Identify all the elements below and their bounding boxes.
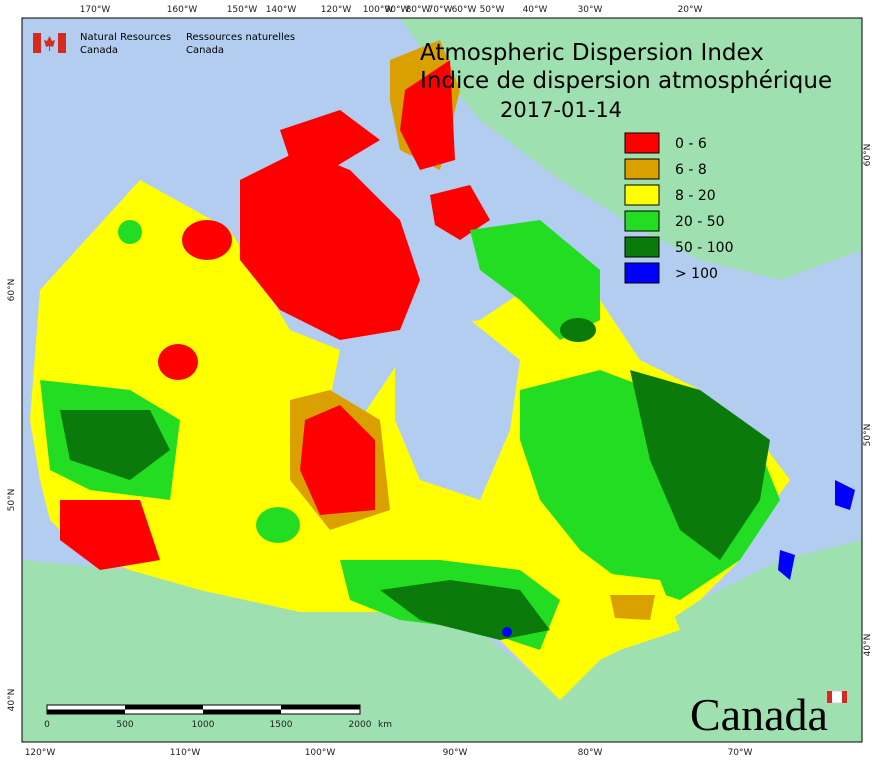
graticule-label: 50°W: [480, 5, 505, 15]
graticule-label: 90°W: [443, 748, 468, 758]
graticule-label: 150°W: [227, 5, 258, 15]
graticule-label: 110°W: [170, 748, 201, 758]
baffin-green: [470, 220, 600, 340]
graticule-label: 80°W: [406, 5, 431, 15]
graticule-label: 160°W: [167, 5, 198, 15]
graticule-label: 20°W: [678, 5, 703, 15]
scale-label: 1500: [270, 720, 293, 730]
flag-bar: [58, 33, 66, 53]
zone-red-bc: [60, 500, 160, 570]
zone-darkgreen-ontario: [380, 580, 550, 640]
wordmark-flag: [842, 691, 847, 703]
scale-bar-seg: [125, 705, 203, 710]
legend-label: 20 - 50: [675, 214, 725, 230]
graticule-label: 40°N: [863, 634, 873, 657]
zone-darkgreen-west: [60, 410, 170, 480]
legend-swatch: [624, 132, 660, 154]
graticule-label: 90°W: [385, 5, 410, 15]
zone-green-alaska: [118, 220, 142, 244]
zone-red-yukon: [182, 220, 232, 260]
zone-darkgreen-labrador: [560, 318, 596, 342]
graticule-label: 70°W: [428, 5, 453, 15]
wordmark-flag: [827, 691, 832, 703]
scale-label: 1000: [192, 720, 215, 730]
graticule-label: 60°N: [863, 144, 873, 167]
title: Atmospheric Dispersion Index: [420, 40, 764, 66]
legend-label: 8 - 20: [675, 188, 716, 204]
hudson-bay: [395, 320, 520, 500]
legend-label: 0 - 6: [675, 136, 707, 152]
graticule-label: 80°W: [578, 748, 603, 758]
graticule-label: 50°N: [7, 489, 17, 512]
graticule-label: 70°W: [728, 748, 753, 758]
zone-green-sask: [256, 507, 300, 543]
zone-blue: [502, 627, 512, 637]
graticule-label: 120°W: [25, 748, 56, 758]
arctic-islands-red: [240, 150, 420, 340]
map-frame: [21, 17, 863, 743]
graticule-label: 140°W: [266, 5, 297, 15]
legend-label: 6 - 8: [675, 162, 707, 178]
scale-label: 0: [44, 720, 50, 730]
wordmark: Canada: [690, 689, 828, 740]
zone-darkgreen-quebec: [630, 370, 770, 560]
scale-bar-seg: [47, 709, 125, 714]
scale-unit: km: [378, 720, 392, 730]
graticule-label: 60°W: [452, 5, 477, 15]
flag-bar: [33, 33, 41, 53]
scale-label: 500: [116, 720, 133, 730]
title: Indice de dispersion atmosphérique: [420, 68, 832, 94]
graticule-label: 30°W: [578, 5, 603, 15]
legend: 0 - 6 6 - 8 8 - 20 20 - 50 50 - 100 > 100: [624, 132, 734, 284]
legend-swatch: [624, 184, 660, 206]
scale-bar-seg: [203, 709, 281, 714]
date: 2017-01-14: [500, 98, 622, 122]
graticule-label: 40°N: [7, 689, 17, 712]
legend-swatch: [624, 210, 660, 232]
legend-swatch: [624, 158, 660, 180]
usa: [22, 540, 862, 742]
ellesmere-red: [400, 60, 455, 170]
legend-label: 50 - 100: [675, 240, 734, 256]
arctic-islands-north: [280, 110, 380, 170]
graticule-label: 50°N: [863, 424, 873, 447]
agency-en: Natural Resources: [80, 32, 171, 43]
zone-orange-se: [610, 595, 655, 620]
zone-red-blob: [158, 344, 198, 380]
graticule-label: 100°W: [305, 748, 336, 758]
baffin-red: [430, 185, 490, 240]
flag-leaf: [44, 36, 55, 51]
graticule-label: 170°W: [80, 5, 111, 15]
agency-en: Canada: [80, 45, 118, 56]
graticule-label: 100°W: [363, 5, 394, 15]
scale-label: 2000: [349, 720, 372, 730]
scale-bar-seg: [281, 705, 360, 710]
agency-fr: Ressources naturelles: [186, 32, 295, 43]
agency-fr: Canada: [186, 45, 224, 56]
zone-blue-nl: [835, 480, 855, 510]
legend-swatch: [624, 262, 660, 284]
legend-label: > 100: [675, 266, 718, 282]
zone-red-prairie: [300, 405, 375, 515]
graticule-label: 60°N: [7, 279, 17, 302]
zone-blue-ns: [778, 550, 795, 580]
legend-swatch: [624, 236, 660, 258]
graticule-label: 120°W: [321, 5, 352, 15]
graticule-label: 40°W: [523, 5, 548, 15]
